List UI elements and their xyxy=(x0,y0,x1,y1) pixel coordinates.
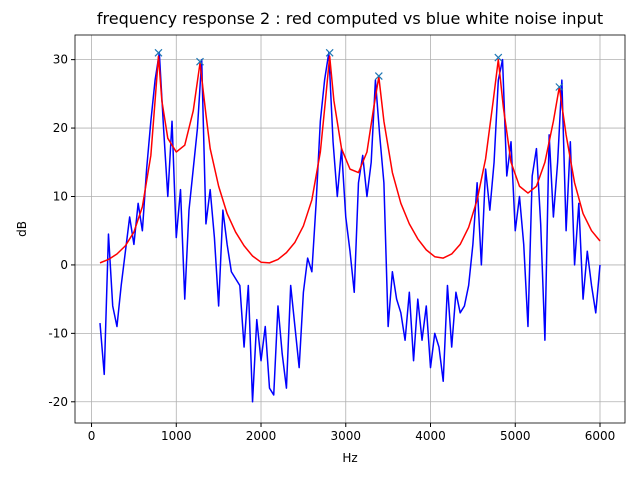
y-tick-label: 20 xyxy=(53,121,68,135)
peak-marker xyxy=(154,48,163,57)
x-axis-label: Hz xyxy=(342,451,357,465)
x-tick-label: 3000 xyxy=(330,429,361,443)
chart-title: frequency response 2 : red computed vs b… xyxy=(97,9,603,28)
y-tick-label: -10 xyxy=(48,326,68,340)
peak-marker xyxy=(374,72,383,80)
x-tick-label: 1000 xyxy=(161,429,192,443)
peak-marker xyxy=(196,57,204,66)
x-tick-label: 2000 xyxy=(246,429,277,443)
x-tick-label: 6000 xyxy=(585,429,616,443)
y-tick-label: 30 xyxy=(53,53,68,67)
x-tick-label: 4000 xyxy=(415,429,446,443)
plot-frame xyxy=(74,34,626,424)
x-tick-label: 5000 xyxy=(500,429,531,443)
y-tick-label: 0 xyxy=(60,258,68,272)
y-axis-label: dB xyxy=(15,221,29,237)
series-line xyxy=(99,55,601,264)
y-tick-label: -20 xyxy=(48,395,68,409)
y-tick-label: 10 xyxy=(53,189,68,203)
x-tick-label: 0 xyxy=(88,429,96,443)
peak-marker xyxy=(325,48,334,57)
peak-marker xyxy=(494,53,503,62)
series-line xyxy=(99,52,601,403)
peak-marker xyxy=(555,83,564,91)
